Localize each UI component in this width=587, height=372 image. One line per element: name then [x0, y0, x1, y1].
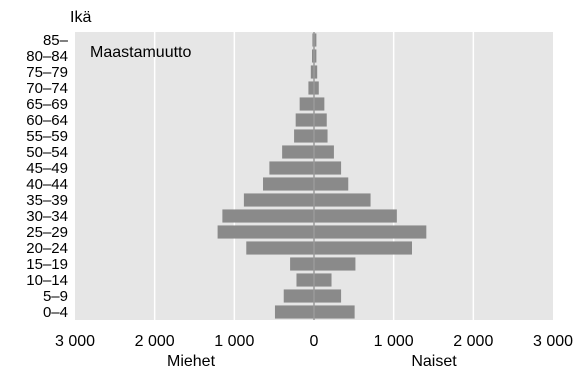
age-label-1: 5–9	[43, 288, 68, 305]
age-label-6: 30–34	[26, 208, 68, 225]
bar-women-14	[314, 81, 319, 95]
bar-men-2	[296, 273, 314, 287]
bar-men-0	[274, 305, 314, 319]
bar-women-1	[314, 289, 342, 303]
bar-women-8	[314, 177, 349, 191]
age-label-17: 85–	[43, 32, 69, 49]
bar-men-13	[299, 97, 314, 111]
bar-women-5	[314, 225, 427, 239]
age-label-9: 45–49	[26, 160, 68, 177]
age-label-12: 60–64	[26, 112, 68, 129]
age-label-3: 15–19	[26, 256, 68, 273]
age-label-14: 70–74	[26, 80, 68, 97]
bar-men-15	[310, 65, 314, 79]
bar-men-5	[217, 225, 314, 239]
x-tick-label-3: 0	[310, 333, 319, 350]
x-tick-labels: 3 000 2 000 1 000 0 1 000 2 000 3 000	[55, 333, 573, 350]
bar-men-12	[295, 113, 314, 127]
bar-men-10	[282, 145, 314, 159]
bar-women-2	[314, 273, 332, 287]
bar-men-14	[308, 81, 314, 95]
bar-women-12	[314, 113, 327, 127]
age-label-4: 20–24	[26, 240, 68, 257]
y-axis-title: Ikä	[70, 9, 91, 26]
bar-women-13	[314, 97, 325, 111]
bar-women-9	[314, 161, 342, 175]
bar-men-8	[263, 177, 314, 191]
bar-men-11	[294, 129, 314, 143]
age-label-0: 0–4	[43, 304, 68, 321]
bar-men-16	[312, 49, 314, 63]
bar-men-7	[243, 193, 314, 207]
age-label-10: 50–54	[26, 144, 68, 161]
age-label-7: 35–39	[26, 192, 68, 209]
bar-men-9	[269, 161, 314, 175]
bar-women-6	[314, 209, 397, 223]
bar-women-17	[314, 33, 317, 47]
x-tick-label-4: 1 000	[374, 333, 414, 350]
bar-men-3	[290, 257, 314, 271]
x-tick-label-1: 2 000	[135, 333, 175, 350]
bar-women-0	[314, 305, 355, 319]
age-label-11: 55–59	[26, 128, 68, 145]
bar-women-11	[314, 129, 328, 143]
age-label-15: 75–79	[26, 64, 68, 81]
series-label-men: Miehet	[167, 353, 216, 370]
bar-women-4	[314, 241, 412, 255]
bar-women-10	[314, 145, 334, 159]
age-label-13: 65–69	[26, 96, 68, 113]
grid-lines	[153, 32, 475, 320]
chart-annotation: Maastamuutto	[90, 44, 191, 61]
bar-women-3	[314, 257, 356, 271]
bar-women-15	[314, 65, 318, 79]
x-tick-label-2: 1 000	[214, 333, 254, 350]
bar-women-7	[314, 193, 371, 207]
age-tick-labels: 0–45–910–1415–1920–2425–2930–3435–3940–4…	[26, 32, 68, 321]
series-label-women: Naiset	[411, 353, 457, 370]
x-tick-label-5: 2 000	[453, 333, 493, 350]
bar-men-6	[222, 209, 314, 223]
age-label-5: 25–29	[26, 224, 68, 241]
x-tick-label-0: 3 000	[55, 333, 95, 350]
age-label-16: 80–84	[26, 48, 68, 65]
x-tick-label-6: 3 000	[533, 333, 573, 350]
age-label-8: 40–44	[26, 176, 68, 193]
bar-men-17	[312, 33, 314, 47]
bar-men-1	[283, 289, 314, 303]
bar-men-4	[246, 241, 314, 255]
age-label-2: 10–14	[26, 272, 68, 289]
bars	[217, 33, 427, 319]
bar-women-16	[314, 49, 317, 63]
